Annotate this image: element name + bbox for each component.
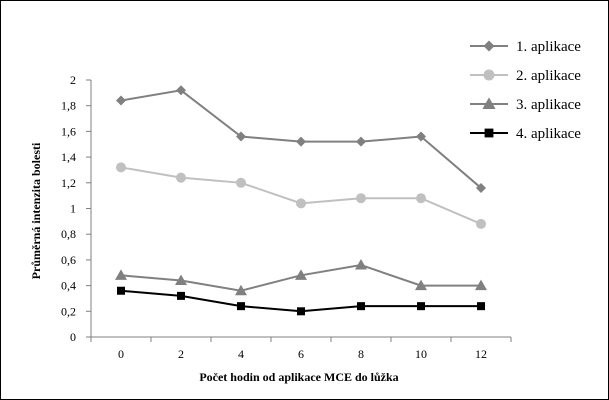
series-4: [117, 286, 485, 316]
data-point: [357, 302, 365, 311]
legend-label: 3. aplikace: [516, 97, 581, 113]
data-point: [356, 193, 366, 204]
data-point: [297, 307, 305, 316]
data-point: [417, 302, 425, 311]
axes: [90, 80, 511, 338]
legend-label: 4. aplikace: [516, 126, 581, 142]
y-tick-label: 1,4: [61, 150, 76, 164]
data-point: [416, 131, 426, 142]
legend-label: 2. aplikace: [516, 68, 581, 84]
data-point: [115, 269, 127, 280]
x-tick-label: 2: [178, 347, 184, 361]
y-tick-label: 0,2: [61, 304, 76, 318]
series-1: [116, 85, 486, 193]
series-2: [116, 162, 486, 229]
legend-label: 1. aplikace: [516, 39, 581, 55]
legend-marker: [483, 69, 495, 81]
data-point: [175, 274, 187, 285]
y-tick-label: 1,8: [61, 99, 76, 113]
data-point: [177, 291, 185, 300]
legend-item: 3. aplikace: [470, 97, 581, 113]
series-3: [115, 259, 487, 296]
x-axis-label: Počet hodin od aplikace MCE do lůžka: [199, 370, 398, 384]
x-tick-label: 8: [358, 347, 364, 361]
data-point: [477, 302, 485, 311]
data-point: [116, 95, 126, 106]
legend-item: 4. aplikace: [470, 126, 581, 142]
series-group: [115, 85, 487, 316]
x-tick-label: 12: [475, 347, 487, 361]
data-point: [476, 182, 486, 193]
x-tick-label: 10: [415, 347, 427, 361]
x-tick-labels: 0 2 4 6 8 10 12: [90, 337, 512, 361]
series-line: [120, 166, 482, 225]
data-point: [415, 279, 427, 291]
data-point: [176, 85, 186, 96]
data-point: [416, 193, 426, 204]
legend: 1. aplikace 2. aplikace 3. aplikace 4. apli…: [470, 39, 581, 142]
data-point: [296, 198, 306, 209]
x-tick-label: 0: [118, 347, 124, 361]
data-point: [295, 269, 307, 280]
y-tick-label: 2: [70, 73, 76, 87]
y-tick-label: 0,4: [61, 279, 76, 293]
data-point: [117, 286, 125, 295]
data-point: [236, 177, 246, 188]
y-tick-label: 0,6: [61, 253, 76, 267]
data-point: [356, 136, 366, 147]
data-point: [235, 284, 247, 296]
data-point: [237, 302, 245, 311]
legend-marker: [484, 128, 494, 138]
x-tick-label: 6: [298, 347, 304, 361]
y-axis-label: Průměrná intenzita bolesti: [29, 142, 43, 279]
y-tick-label: 0: [70, 330, 76, 344]
y-tick-label: 1,6: [61, 124, 76, 138]
data-point: [176, 172, 186, 183]
data-point: [236, 131, 246, 142]
x-tick-label: 4: [238, 347, 244, 361]
y-tick-label: 1: [70, 202, 76, 216]
data-point: [476, 218, 486, 229]
legend-item: 2. aplikace: [470, 68, 581, 84]
legend-marker: [482, 97, 496, 109]
data-point: [475, 279, 487, 291]
legend-item: 1. aplikace: [470, 39, 581, 55]
y-tick-label: 1,2: [61, 176, 76, 190]
legend-marker: [483, 40, 495, 52]
y-tick-labels: 0 0,2 0,4 0,6 0,8 1 1,2 1,4 1,6 1,8 2: [61, 73, 91, 344]
data-point: [116, 162, 126, 173]
data-point: [296, 136, 306, 147]
y-tick-label: 0,8: [61, 227, 76, 241]
data-point: [355, 259, 367, 270]
